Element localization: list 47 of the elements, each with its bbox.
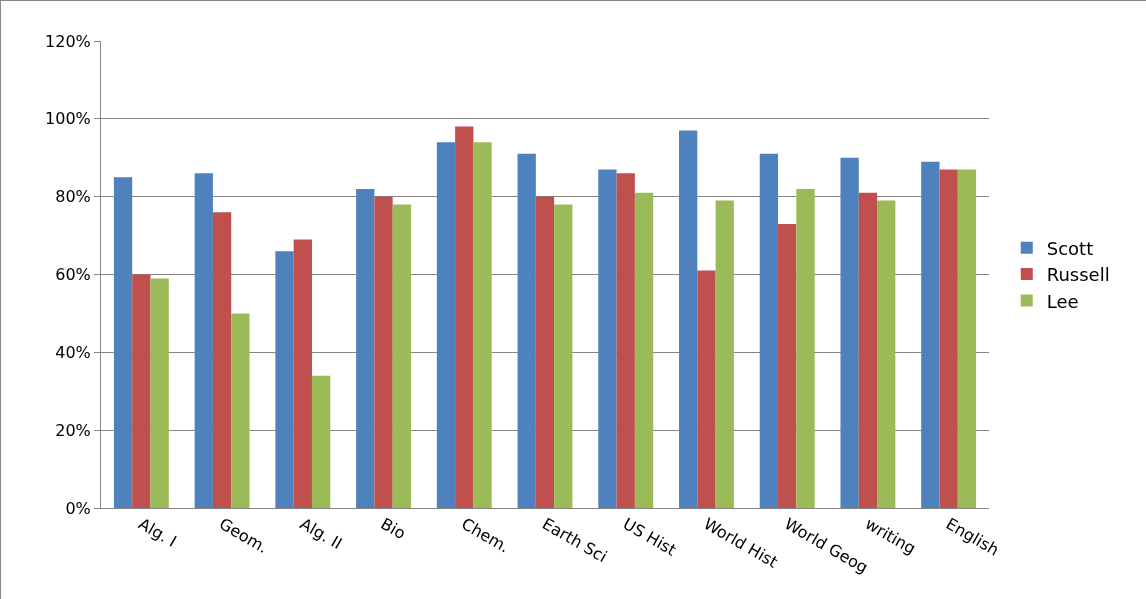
bar — [957, 169, 977, 508]
bar — [392, 204, 411, 508]
y-tick-label: 60% — [55, 265, 91, 285]
x-tick-label: US Hist — [619, 514, 680, 560]
bar — [679, 130, 698, 508]
bar — [374, 196, 393, 508]
bar — [634, 192, 654, 508]
bar — [436, 142, 456, 508]
bar — [796, 188, 815, 508]
y-tick-label: 20% — [55, 420, 91, 440]
bar — [858, 192, 878, 508]
legend-label: Lee — [1046, 290, 1079, 312]
bar — [554, 204, 573, 508]
y-tick-label: 120% — [45, 31, 91, 51]
bar — [293, 239, 312, 508]
bar — [212, 212, 232, 508]
bar — [455, 126, 474, 508]
bar — [840, 157, 859, 508]
bar — [759, 153, 779, 508]
y-tick-label: 0% — [65, 498, 91, 518]
bar — [132, 274, 151, 508]
bar — [715, 200, 734, 508]
y-tick-label: 100% — [45, 109, 91, 129]
bar — [697, 270, 716, 508]
bar — [616, 173, 635, 508]
x-tick-label: Alg. II — [296, 514, 346, 554]
x-tick-label: Alg. I — [135, 514, 180, 551]
bar — [939, 169, 958, 508]
bar — [311, 375, 331, 508]
legend-label: Scott — [1046, 237, 1094, 259]
bar — [150, 278, 169, 508]
bar — [356, 188, 375, 508]
bar — [194, 173, 213, 508]
bar — [275, 251, 294, 508]
x-tick-label: Bio — [377, 514, 409, 544]
bar — [231, 313, 250, 508]
y-tick-label: 40% — [55, 342, 91, 362]
bar — [473, 142, 492, 508]
bar — [535, 196, 555, 508]
bar — [598, 169, 617, 508]
bar — [517, 153, 536, 508]
bar — [778, 223, 797, 508]
y-tick-label: 80% — [55, 187, 91, 207]
legend-label: Russell — [1046, 264, 1110, 286]
bar — [921, 161, 940, 508]
bar — [877, 200, 896, 508]
bar — [113, 177, 133, 508]
